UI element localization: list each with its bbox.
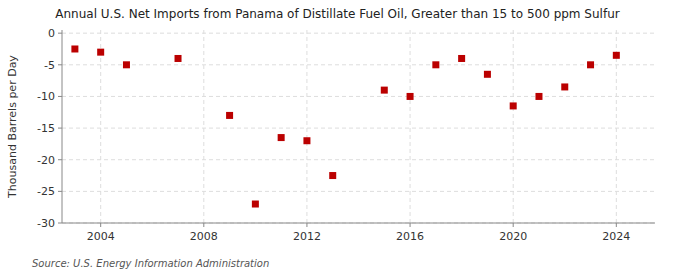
y-grid-line (62, 191, 655, 192)
x-tick-label: 2020 (499, 230, 527, 243)
x-grid-line (306, 30, 307, 223)
y-tick-label: -25 (37, 185, 55, 198)
x-tick (616, 223, 617, 227)
x-tick (100, 223, 101, 227)
point (381, 87, 388, 94)
point (175, 55, 182, 62)
point (97, 49, 104, 56)
y-tick (58, 128, 62, 129)
point (613, 52, 620, 59)
point (123, 61, 130, 68)
x-tick-label: 2008 (190, 230, 218, 243)
axes: 0 -5 -10 -15 -20 -25 -30 2004 2008 2012 2016 2020 20… (37, 27, 630, 243)
y-grid-line (62, 33, 655, 34)
y-tick (58, 223, 62, 224)
source: Source: U.S. Energy Information Administ… (32, 258, 269, 269)
x-grid-line (616, 30, 617, 223)
point (278, 134, 285, 141)
point (535, 93, 542, 100)
x-grid-line (100, 30, 101, 223)
x-tick (410, 223, 411, 227)
point (252, 201, 259, 208)
y-tick-label: 0 (48, 27, 55, 40)
y-tick-label: -20 (37, 154, 55, 167)
point (226, 112, 233, 119)
point (561, 83, 568, 90)
x-tick (203, 223, 204, 227)
grid (62, 30, 655, 223)
point (303, 137, 310, 144)
y-tick (58, 159, 62, 160)
point (432, 61, 439, 68)
y-tick-label: -30 (37, 217, 55, 230)
x-tick-label: 2004 (87, 230, 115, 243)
x-tick-label: 2024 (602, 230, 630, 243)
y-tick (58, 191, 62, 192)
y-tick-label: -10 (37, 90, 55, 103)
point (484, 71, 491, 78)
y-grid-line (62, 128, 655, 129)
y-grid-line (62, 159, 655, 160)
y-grid-line (62, 223, 655, 224)
point (329, 172, 336, 179)
points (71, 45, 619, 207)
title: Annual U.S. Net Imports from Panama of D… (55, 7, 619, 21)
point (587, 61, 594, 68)
x-grid-line (203, 30, 204, 223)
x-axis-line (62, 223, 655, 224)
point (71, 45, 78, 52)
y-grid-line (62, 96, 655, 97)
x-tick (306, 223, 307, 227)
point (510, 102, 517, 109)
y-axis-line (62, 30, 63, 223)
y-tick (58, 64, 62, 65)
x-tick (513, 223, 514, 227)
x-grid-line (513, 30, 514, 223)
x-tick-label: 2016 (396, 230, 424, 243)
x-tick-label: 2012 (293, 230, 321, 243)
y-tick-label: -5 (44, 59, 55, 72)
point (458, 55, 465, 62)
x-grid-line (410, 30, 411, 223)
y-tick (58, 33, 62, 34)
y-tick (58, 96, 62, 97)
point (407, 93, 414, 100)
y-grid-line (62, 64, 655, 65)
y-axis-label: Thousand Barrels per Day (6, 55, 19, 199)
y-tick-label: -15 (37, 122, 55, 135)
chart: 0 -5 -10 -15 -20 -25 -30 2004 2008 2012 2016 2020 20… (0, 0, 675, 275)
